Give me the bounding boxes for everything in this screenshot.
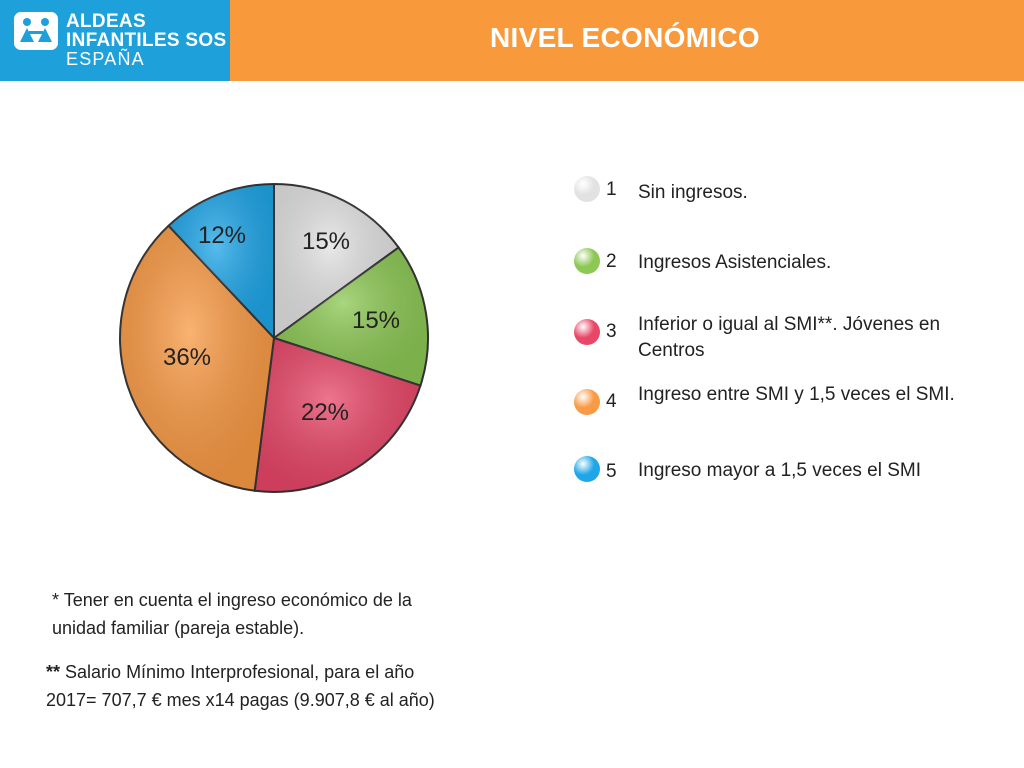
legend-label: Ingreso entre SMI y 1,5 veces el SMI. (638, 384, 955, 405)
logo: ALDEAS INFANTILES SOS ESPAÑA (0, 0, 230, 81)
aldeas-logo-icon (14, 12, 58, 50)
legend-label: Sin ingresos. (638, 182, 748, 203)
legend-number: 3 (606, 321, 617, 342)
pie-slice-shading (274, 247, 428, 386)
footnote-income: * Tener en cuenta el ingreso económico d… (52, 586, 452, 642)
logo-line-1: ALDEAS (66, 11, 146, 32)
pie-slice-label: 15% (302, 228, 350, 255)
footnote-smi: ** Salario Mínimo Interprofesional, para… (46, 658, 466, 714)
logo-line-2: INFANTILES SOS (66, 30, 227, 51)
pie-slice-shading (168, 184, 274, 338)
legend-number: 5 (606, 461, 617, 482)
pie-chart: 15% 15% 22% 36% 12% (119, 182, 429, 493)
footnote-text: Salario Mínimo Interprofesional, para el… (46, 662, 435, 710)
legend-number: 4 (606, 391, 617, 412)
pie-slice-label: 12% (198, 222, 246, 249)
footnote-marker: * (52, 590, 60, 610)
legend-swatch (574, 456, 600, 482)
legend-number: 1 (606, 179, 617, 200)
legend-swatch (574, 176, 600, 202)
logo-text: ALDEAS INFANTILES SOS ESPAÑA (66, 12, 226, 69)
pie-slice-shading (274, 184, 399, 338)
legend-label: Ingresos Asistenciales. (638, 252, 832, 273)
logo-line-3: ESPAÑA (66, 49, 145, 69)
footnote-text: Tener en cuenta el ingreso económico de … (52, 590, 412, 638)
header-bar: ALDEAS INFANTILES SOS ESPAÑA NIVEL ECONÓ… (0, 0, 1024, 81)
pie-slice-label: 36% (163, 344, 211, 371)
legend-number: 2 (606, 251, 617, 272)
page-title: NIVEL ECONÓMICO (490, 22, 761, 53)
legend-swatch (574, 389, 600, 415)
legend-swatch (574, 248, 600, 274)
legend-label: Inferior o igual al SMI**. Jóvenes en Ce… (638, 314, 941, 361)
pie-slice-shading (254, 338, 421, 493)
legend-label: Ingreso mayor a 1,5 veces el SMI (638, 460, 922, 481)
pie-slice-shading (119, 225, 274, 491)
legend-swatch (574, 319, 600, 345)
pie-slice-label: 15% (352, 307, 400, 334)
pie-slice-label: 22% (301, 399, 349, 426)
footnote-marker: ** (46, 662, 61, 682)
